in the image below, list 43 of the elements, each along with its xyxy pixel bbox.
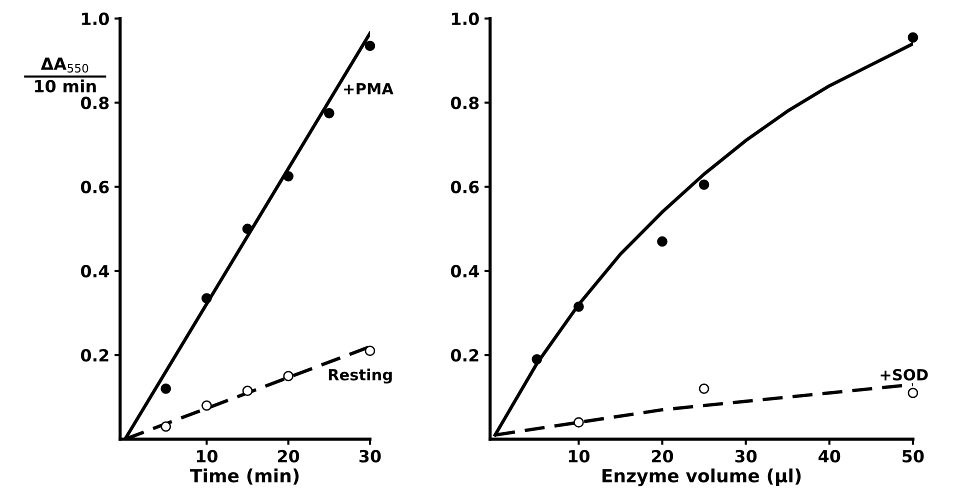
point bbox=[698, 180, 710, 190]
point bbox=[160, 421, 172, 432]
point bbox=[908, 388, 918, 398]
x-tick-label: 20 bbox=[652, 450, 674, 463]
annotation: +SOD bbox=[880, 368, 928, 381]
point bbox=[160, 384, 172, 394]
x-tick-label: 20 bbox=[278, 450, 300, 463]
point bbox=[532, 354, 542, 364]
point bbox=[324, 108, 334, 118]
y-tick-label: 1.0 bbox=[82, 12, 109, 26]
y-tick-label: 0.8 bbox=[450, 96, 479, 110]
point bbox=[573, 417, 584, 428]
y-tick-label: 0.6 bbox=[80, 180, 109, 194]
y-tick-label: 0.2 bbox=[80, 349, 108, 362]
point bbox=[364, 346, 376, 356]
y-tick-label: 0.6 bbox=[450, 180, 479, 194]
x-axis-title: Enzyme volume (µl) bbox=[602, 468, 801, 486]
annotation: Resting bbox=[328, 368, 392, 384]
x-tick-label: 30 bbox=[735, 450, 757, 463]
point bbox=[908, 32, 918, 43]
point bbox=[242, 224, 253, 234]
y-tick-label: 0.4 bbox=[450, 264, 479, 278]
annotation: +PMA bbox=[344, 83, 394, 94]
x-axis-title: Time (min) bbox=[190, 468, 299, 485]
x-tick-label: 50 bbox=[902, 450, 924, 463]
point bbox=[573, 302, 584, 312]
y-axis-title: ΔA$_{550}$ 10 min bbox=[35, 58, 96, 92]
point bbox=[364, 40, 376, 52]
x-tick-label: 40 bbox=[818, 450, 840, 463]
y-tick-label: 0.2 bbox=[450, 349, 478, 362]
point bbox=[201, 400, 212, 411]
y-tick-label: 0.8 bbox=[80, 96, 109, 110]
point bbox=[657, 236, 668, 247]
point bbox=[698, 384, 710, 394]
point bbox=[283, 370, 294, 382]
x-tick-label: 30 bbox=[360, 450, 381, 463]
x-tick-label: 10 bbox=[196, 450, 218, 463]
point bbox=[242, 386, 253, 396]
y-tick-label: 0.4 bbox=[80, 264, 109, 278]
y-tick-label: 1.0 bbox=[452, 12, 479, 26]
point bbox=[201, 293, 212, 304]
x-tick-label: 10 bbox=[568, 450, 590, 463]
point bbox=[283, 171, 294, 182]
